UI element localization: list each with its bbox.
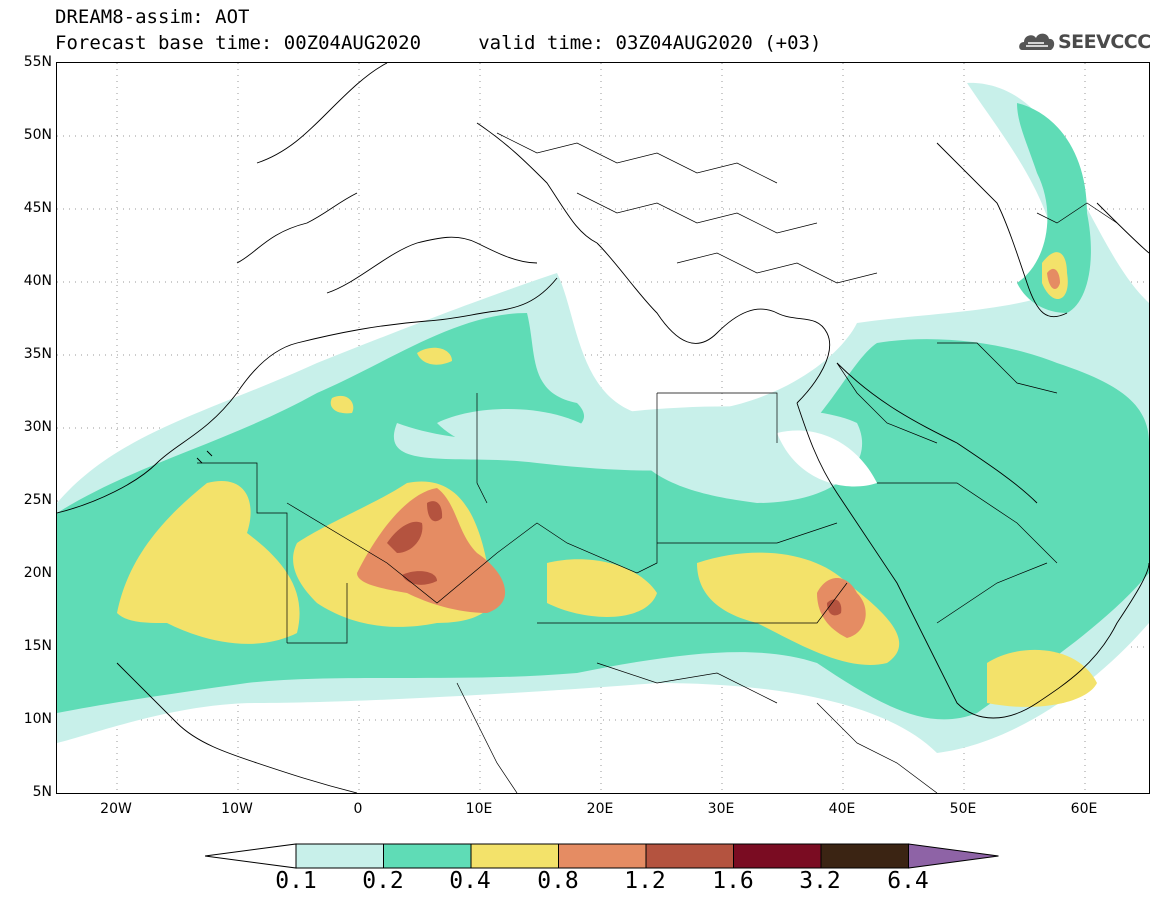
colorbar-box [295,843,384,869]
lon-label: 40E [828,801,856,817]
title-variable: DREAM8-assim: AOT [55,6,250,28]
lat-label: 55N [23,54,52,70]
aot-map [56,62,1150,794]
colorbar-box [820,843,909,869]
aot-map-svg [57,63,1149,793]
colorbar-under-arrow [205,843,297,869]
lon-label: 20E [586,801,614,817]
lat-label: 20N [23,565,52,581]
lat-label: 5N [32,784,52,800]
colorbar-boxes [295,843,999,869]
title-times: Forecast base time: 00Z04AUG2020 valid t… [55,32,822,54]
colorbar-box [470,843,559,869]
aot-level-0.8 [357,268,1060,638]
lon-label: 10W [221,801,253,817]
lat-label: 15N [23,638,52,654]
country-borders [197,132,1118,793]
lon-label: 50E [949,801,977,817]
lat-label: 30N [23,419,52,435]
colorbar-label: 6.4 [887,868,929,894]
lat-label: 25N [23,492,52,508]
lat-label: 40N [23,273,52,289]
colorbar-box [733,843,822,869]
colorbar-box [645,843,734,869]
colorbar-box [558,843,647,869]
lon-label: 20W [100,801,132,817]
lon-label: 60E [1070,801,1098,817]
logo-text: SEEVCCC [1058,31,1151,53]
colorbar-over-arrow [908,843,999,869]
colorbar-label: 1.2 [624,868,666,894]
lon-label: 30E [707,801,735,817]
colorbar-label: 0.8 [537,868,579,894]
lon-label: 0 [353,801,363,817]
aot-level-1.2 [387,501,842,616]
lat-label: 35N [23,346,52,362]
colorbar-box [383,843,472,869]
lat-label: 10N [23,711,52,727]
colorbar-label: 3.2 [799,868,841,894]
colorbar-label: 0.1 [275,868,317,894]
coastlines [57,63,1149,793]
colorbar-label: 0.4 [449,868,491,894]
lat-label: 45N [23,200,52,216]
lat-label: 50N [23,127,52,143]
colorbar-label: 1.6 [712,868,754,894]
seevccc-cloud-icon [1019,33,1055,50]
lon-label: 10E [465,801,493,817]
colorbar-label: 0.2 [362,868,404,894]
colorbar [205,843,999,869]
